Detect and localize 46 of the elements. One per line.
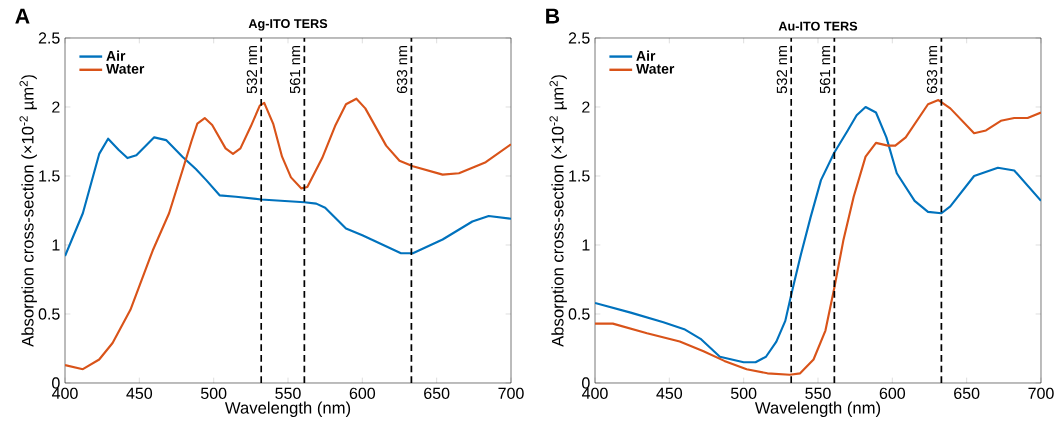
legend-label: Water: [636, 63, 675, 74]
x-axis-title: Wavelength (nm): [754, 401, 881, 418]
ref-line-label: 561 nm: [819, 45, 831, 94]
y-tick-label: 0: [52, 377, 60, 389]
legend-label: Air: [106, 50, 126, 61]
y-tick-label: 2: [52, 101, 60, 113]
y-tick-label: 2: [582, 101, 590, 113]
x-tick-label: 600: [349, 387, 376, 400]
line-series: [65, 136, 511, 258]
x-tick-label: 400: [582, 387, 608, 400]
text: B: [546, 8, 560, 24]
chart-title: Ag-ITO TERS: [248, 19, 328, 31]
legend-label: Water: [106, 63, 145, 74]
x-tick-label: 650: [954, 387, 980, 400]
x-tick-label: 700: [1028, 387, 1054, 400]
y-tick-label: 1: [582, 239, 590, 251]
y-tick-label: 0.5: [568, 308, 590, 320]
y-tick-label: 1: [52, 239, 60, 251]
x-tick-label: 500: [200, 387, 227, 400]
x-tick-label: 550: [805, 387, 831, 400]
x-tick-label: 400: [52, 387, 78, 400]
x-tick-label: 450: [126, 387, 153, 400]
chart-title: Au-ITO TERS: [778, 21, 858, 31]
x-tick-label: 550: [275, 387, 301, 400]
y-axis-title: Absorption cross-section (×10$^{-2}$ µm$^{2}$): [19, 75, 37, 347]
ref-line-label: 633 nm: [396, 45, 408, 94]
x-tick-label: 700: [498, 387, 524, 400]
ref-line-label: 561 nm: [289, 45, 301, 94]
x-tick-label: 450: [656, 387, 683, 400]
ref-line-label: 633 nm: [926, 45, 938, 94]
y-tick-label: 2.5: [38, 32, 60, 44]
y-tick-label: 0: [582, 377, 590, 389]
text: A: [15, 8, 30, 24]
line-series: [65, 97, 511, 371]
y-axis-title: Absorption cross-section (×10$^{-2}$ µm$^{2}$): [549, 75, 567, 347]
x-axis-title: Wavelength (nm): [224, 401, 351, 418]
x-tick-label: 500: [730, 387, 757, 400]
ref-line-label: 532 nm: [776, 45, 788, 94]
y-tick-label: 1.5: [39, 170, 60, 182]
legend-label: Air: [636, 50, 656, 61]
ref-line-label: 532 nm: [246, 45, 258, 94]
y-tick-label: 0.5: [38, 308, 60, 320]
y-tick-label: 1.5: [569, 170, 590, 182]
y-tick-label: 2.5: [568, 32, 590, 44]
x-tick-label: 600: [879, 387, 906, 400]
x-tick-label: 650: [424, 387, 450, 400]
